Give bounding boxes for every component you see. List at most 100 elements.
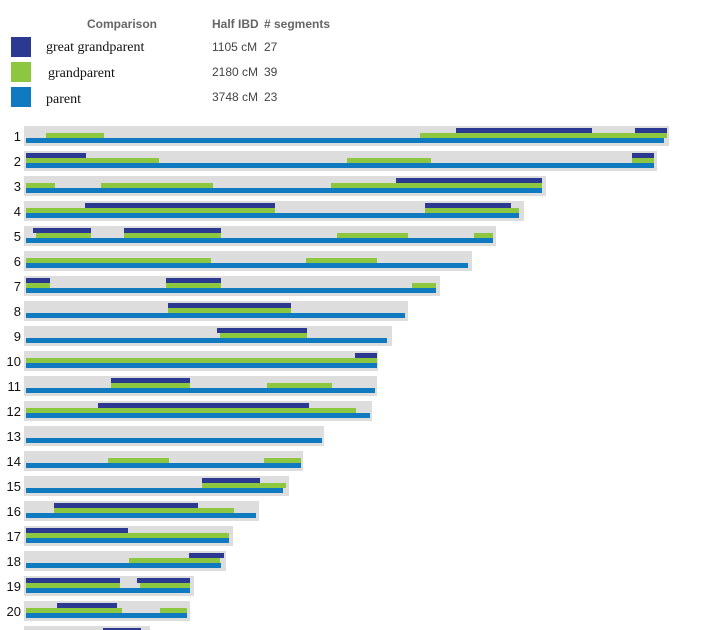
segment-parent xyxy=(26,213,519,218)
segment-grandparent xyxy=(306,258,377,263)
segment-great-grandparent xyxy=(54,503,198,508)
chromosome-row-11: 11 xyxy=(8,376,377,396)
segment-grandparent xyxy=(26,183,55,188)
segment-grandparent xyxy=(264,458,301,463)
segment-great-grandparent xyxy=(189,553,224,558)
segment-great-grandparent xyxy=(33,228,91,233)
chromosome-label: 4 xyxy=(14,204,21,219)
chromosome-row-3: 3 xyxy=(14,176,546,196)
segment-parent xyxy=(26,138,664,143)
chromosome-label: 11 xyxy=(8,379,22,394)
segment-grandparent xyxy=(168,308,291,313)
segment-great-grandparent xyxy=(57,603,117,608)
chromosome-row-6: 6 xyxy=(14,251,472,271)
segment-parent xyxy=(26,263,468,268)
chromosome-label: 14 xyxy=(7,454,21,469)
chromosome-label: 10 xyxy=(7,354,21,369)
segment-great-grandparent xyxy=(425,203,511,208)
chromosome-label: 9 xyxy=(14,329,21,344)
segment-great-grandparent xyxy=(98,403,309,408)
legend-label-parent: parent xyxy=(46,92,81,107)
chromosome-label: 18 xyxy=(7,554,21,569)
segment-great-grandparent xyxy=(217,328,307,333)
chromosome-row-19: 19 xyxy=(7,576,194,596)
segment-parent xyxy=(26,463,301,468)
legend-swatch-great-grandparent xyxy=(11,37,31,57)
segment-grandparent xyxy=(267,383,332,388)
segment-grandparent xyxy=(26,533,229,538)
legend-header-comparison: Comparison xyxy=(87,17,158,31)
segment-grandparent xyxy=(425,208,519,213)
segment-grandparent xyxy=(337,233,408,238)
segment-great-grandparent xyxy=(202,478,260,483)
segment-grandparent xyxy=(36,233,91,238)
segment-grandparent xyxy=(26,208,275,213)
segment-grandparent xyxy=(220,333,307,338)
legend-segments-grandparent: 39 xyxy=(264,65,278,79)
chromosome-row-10: 10 xyxy=(7,351,378,371)
chromosome-row-20: 20 xyxy=(7,601,190,621)
chromosome-label: 6 xyxy=(14,254,21,269)
segment-great-grandparent xyxy=(635,128,667,133)
chromosome-row-2: 2 xyxy=(14,151,657,171)
segment-great-grandparent xyxy=(124,228,221,233)
chromosome-row-1: 1 xyxy=(14,126,669,146)
chromosome-label: 3 xyxy=(14,179,21,194)
legend-cm-parent: 3748 cM xyxy=(212,90,259,104)
chromosome-label: 17 xyxy=(7,529,21,544)
segment-great-grandparent xyxy=(26,578,120,583)
legend-segments-great-grandparent: 27 xyxy=(264,40,278,54)
segment-grandparent xyxy=(474,233,493,238)
chromosome-row-9: 9 xyxy=(14,326,392,346)
segment-parent xyxy=(26,288,436,293)
chromosome-label: 2 xyxy=(14,154,21,169)
segment-great-grandparent xyxy=(355,353,377,358)
legend-header-half-ibd: Half IBD xyxy=(212,17,259,31)
segment-grandparent xyxy=(101,183,213,188)
segment-great-grandparent xyxy=(456,128,592,133)
chromosome-label: 1 xyxy=(14,129,21,144)
segment-parent xyxy=(26,613,187,618)
segment-grandparent xyxy=(26,258,211,263)
segment-grandparent xyxy=(632,158,654,163)
segment-grandparent xyxy=(46,133,104,138)
segment-grandparent xyxy=(129,558,220,563)
segment-parent xyxy=(26,563,221,568)
segment-grandparent xyxy=(140,583,190,588)
segment-parent xyxy=(26,363,377,368)
segment-grandparent xyxy=(347,158,431,163)
chromosome-label: 12 xyxy=(7,404,21,419)
segment-grandparent xyxy=(331,183,542,188)
segment-parent xyxy=(26,313,405,318)
chromosome-row-16: 16 xyxy=(7,501,259,521)
segment-grandparent xyxy=(26,583,120,588)
segment-grandparent xyxy=(412,283,436,288)
segment-great-grandparent xyxy=(137,578,190,583)
segment-grandparent xyxy=(26,608,122,613)
segment-great-grandparent xyxy=(26,278,50,283)
segment-parent xyxy=(26,538,229,543)
chromosome-row-18: 18 xyxy=(7,551,226,571)
chromosome-row-4: 4 xyxy=(14,201,524,221)
segment-grandparent xyxy=(420,133,667,138)
legend-segments-parent: 23 xyxy=(264,90,278,104)
chromosome-label: 20 xyxy=(7,604,21,619)
chromosome-label: 13 xyxy=(7,429,21,444)
segment-great-grandparent xyxy=(632,153,654,158)
chromosome-label: 7 xyxy=(14,279,21,294)
chromosome-bar-21 xyxy=(24,626,150,630)
chromosome-label: 15 xyxy=(7,479,21,494)
chromosome-label: 19 xyxy=(7,579,21,594)
segment-great-grandparent xyxy=(396,178,542,183)
segment-great-grandparent xyxy=(85,203,275,208)
segment-parent xyxy=(26,488,283,493)
segment-parent xyxy=(26,238,493,243)
segment-parent xyxy=(26,163,654,168)
chromosome-row-8: 8 xyxy=(14,301,408,321)
chromosome-row-7: 7 xyxy=(14,276,440,296)
segment-grandparent xyxy=(111,383,190,388)
chromosome-row-21: 21 xyxy=(7,626,150,630)
legend-swatch-parent xyxy=(11,87,31,107)
segment-great-grandparent xyxy=(166,278,221,283)
